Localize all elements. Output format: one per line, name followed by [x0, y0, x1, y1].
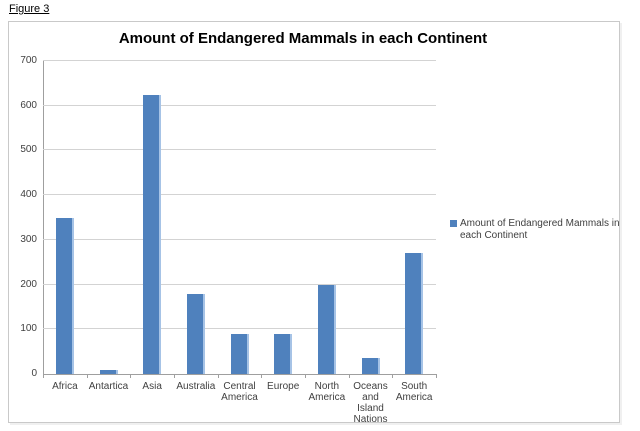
x-tick-label: Asia — [142, 381, 162, 392]
x-axis-tick — [436, 374, 437, 378]
bar-europe — [274, 333, 293, 374]
x-axis-tick — [217, 374, 219, 378]
x-axis-tick — [392, 374, 394, 378]
x-tick-label: Europe — [267, 381, 300, 392]
x-tick-label: South America — [395, 381, 433, 403]
gridline — [43, 149, 436, 151]
gridline — [43, 328, 436, 330]
x-axis-line — [43, 374, 436, 375]
bar-north-america — [317, 284, 336, 374]
legend-swatch-icon — [450, 220, 457, 227]
x-axis-tick — [174, 374, 175, 378]
gridline — [43, 60, 436, 61]
bar-oceans-and-island-nations — [361, 358, 380, 374]
y-tick-label: 0 — [31, 368, 37, 379]
gridline — [43, 194, 436, 196]
y-tick-label: 500 — [20, 144, 37, 156]
x-tick-label: Antartica — [88, 381, 129, 392]
x-tick-label: Oceans and Island Nations — [353, 381, 388, 425]
figure-label: Figure 3 — [9, 3, 50, 15]
x-axis-tick — [86, 374, 88, 378]
bar-south-america — [405, 253, 424, 374]
gridline — [43, 238, 436, 240]
bar-asia — [143, 94, 162, 374]
bar-antartica — [99, 369, 118, 374]
y-tick-label: 700 — [20, 55, 37, 66]
x-axis-tick — [348, 374, 350, 378]
y-tick-label: 100 — [20, 323, 37, 335]
x-tick-label: North America — [308, 381, 346, 403]
x-axis-tick — [261, 374, 263, 378]
chart-container: Amount of Endangered Mammals in each Con… — [8, 21, 620, 425]
y-axis-labels: 0 100 200 300 400 500 600 700 — [11, 56, 39, 379]
x-axis-tick — [43, 374, 44, 378]
x-axis-tick — [130, 374, 132, 378]
y-axis-line — [43, 61, 44, 374]
x-tick-label: Australia — [176, 381, 216, 392]
x-tick-label: Africa — [52, 381, 78, 392]
y-tick-label: 600 — [20, 99, 37, 111]
chart-title: Amount of Endangered Mammals in each Con… — [118, 30, 488, 47]
gridline — [43, 104, 436, 106]
bar-central-america — [230, 333, 249, 374]
plot-area — [43, 60, 436, 375]
y-tick-label: 200 — [20, 278, 37, 290]
gridline — [43, 283, 436, 285]
legend: Amount of Endangered Mammals in each Con… — [450, 218, 632, 242]
bar-africa — [55, 217, 74, 374]
bar-australia — [186, 293, 205, 374]
y-tick-label: 400 — [20, 189, 37, 201]
x-tick-label: Central America — [221, 381, 258, 403]
x-axis-tick — [305, 374, 306, 378]
legend-label: Amount of Endangered Mammals in each Con… — [460, 218, 620, 241]
y-tick-label: 300 — [20, 233, 37, 245]
